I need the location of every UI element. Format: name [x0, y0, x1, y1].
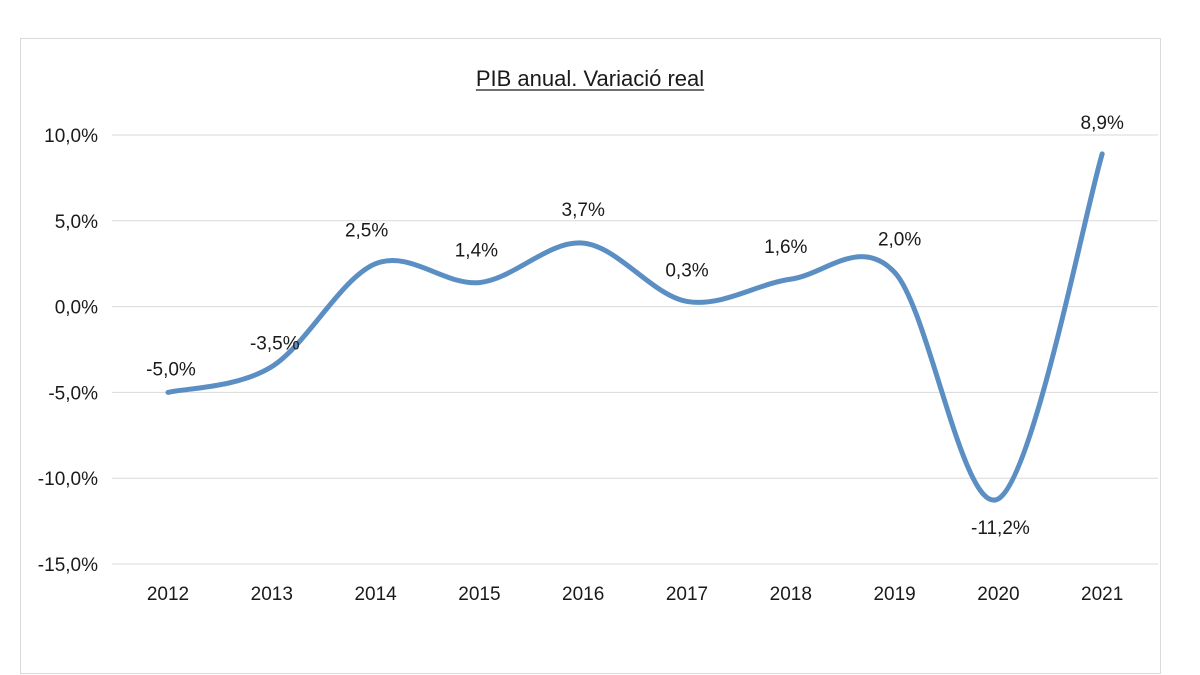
data-labels: -5,0% -3,5% 2,5% 1,4% 3,7% 0,3% 1,6% 2,0% -11,2%…: [146, 113, 1124, 539]
chart-frame: [20, 38, 1161, 674]
gridlines: [112, 134, 1158, 565]
data-label: 2,0%: [878, 229, 921, 250]
x-tick-label: 2013: [251, 584, 293, 605]
x-tick-label: 2012: [147, 584, 189, 605]
data-label: 1,6%: [764, 237, 807, 258]
x-axis-ticks: 2012 2013 2014 2015 2016 2017 2018 2019 2020 2021: [147, 584, 1123, 605]
series-line: [165, 151, 1105, 503]
x-tick-label: 2016: [562, 584, 604, 605]
x-tick-label: 2019: [873, 584, 915, 605]
x-tick-label: 2015: [458, 584, 500, 605]
data-label: 0,3%: [665, 260, 708, 281]
x-tick-label: 2018: [770, 584, 812, 605]
data-label: -11,2%: [971, 518, 1030, 539]
x-tick-label: 2017: [666, 584, 708, 605]
data-label: 8,9%: [1081, 113, 1124, 134]
data-label: 1,4%: [455, 241, 498, 262]
data-label: 2,5%: [345, 221, 388, 242]
x-tick-label: 2014: [354, 584, 397, 605]
x-tick-label: 2021: [1081, 584, 1123, 605]
y-tick-label: 0,0%: [55, 298, 98, 319]
y-tick-label: 5,0%: [55, 212, 98, 233]
chart-title: PIB anual. Variació real: [476, 66, 704, 91]
y-tick-label: 10,0%: [44, 126, 98, 147]
y-tick-label: -10,0%: [38, 469, 98, 490]
data-label: 3,7%: [562, 200, 605, 221]
data-label: -5,0%: [146, 359, 196, 380]
data-label: -3,5%: [250, 334, 300, 355]
y-tick-label: -5,0%: [48, 383, 98, 404]
x-tick-label: 2020: [977, 584, 1019, 605]
y-axis-ticks: 10,0% 5,0% 0,0% -5,0% -10,0% -15,0%: [38, 126, 98, 576]
y-tick-label: -15,0%: [38, 555, 98, 576]
series-layer: [165, 151, 1105, 503]
